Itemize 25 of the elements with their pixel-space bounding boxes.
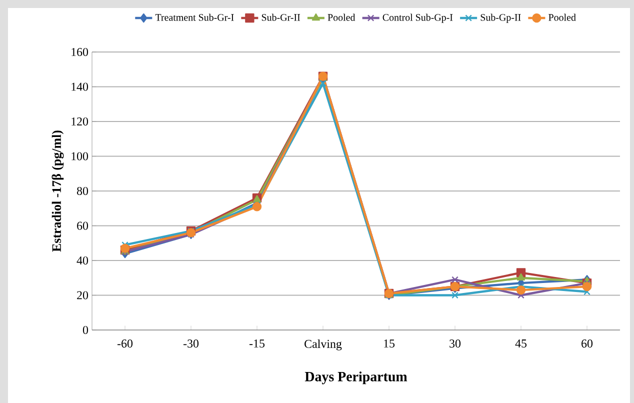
- x-tick-label: 60: [582, 340, 593, 348]
- legend-label: Sub-Gp-II: [480, 14, 521, 23]
- y-tick-label: 0: [82, 326, 88, 334]
- y-tick-label: 140: [72, 82, 88, 91]
- y-tick-label: 40: [76, 256, 88, 265]
- y-tick-label: 100: [72, 152, 88, 160]
- legend-label: Pooled: [548, 14, 576, 21]
- x-tick-label: Calving: [304, 340, 342, 350]
- legend-label: Treatment Sub-Gr-I: [155, 14, 234, 21]
- legend-label: Control Sub-Gp-I: [382, 14, 453, 23]
- y-tick-label: 60: [77, 222, 88, 230]
- x-tick-label: -60: [117, 340, 133, 348]
- x-tick-label: 30: [450, 340, 461, 348]
- x-tick-label: -30: [183, 340, 199, 348]
- y-axis-title: Estradiol -17β (pg/ml): [52, 130, 64, 252]
- y-tick-label: 20: [77, 291, 88, 300]
- y-tick-label: 80: [76, 186, 88, 196]
- x-tick-label: 45: [515, 340, 527, 348]
- y-tick-label: 160: [72, 48, 88, 56]
- legend-label: Sub-Gr-II: [262, 14, 300, 21]
- x-tick-label: 15: [384, 340, 395, 348]
- x-axis-title: Days Peripartum: [304, 372, 408, 384]
- y-tick-label: 120: [72, 117, 88, 126]
- legend-label: Pooled: [328, 14, 356, 21]
- x-tick-label: -15: [249, 340, 265, 348]
